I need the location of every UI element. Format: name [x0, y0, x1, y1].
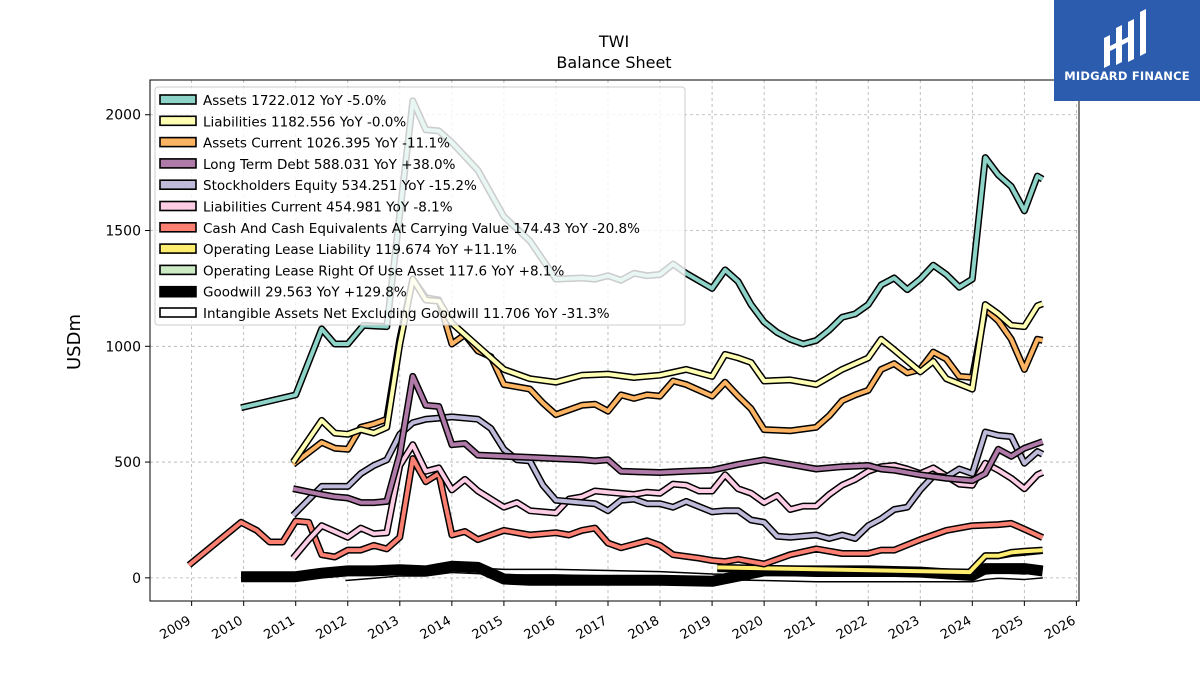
x-tick-label: 2016 — [522, 613, 558, 643]
x-tick-label: 2024 — [938, 613, 974, 643]
legend-swatch — [159, 158, 197, 169]
legend-label: Operating Lease Liability 119.674 YoY +1… — [203, 242, 517, 258]
legend-entry: Liabilities Current 454.981 YoY -8.1% — [159, 200, 453, 216]
legend-swatch — [159, 94, 197, 105]
legend-entry: Assets 1722.012 YoY -5.0% — [159, 93, 387, 109]
y-tick-label: 1000 — [105, 339, 141, 355]
legend-entry: Goodwill 29.563 YoY +129.8% — [159, 285, 407, 301]
legend-swatch — [159, 222, 197, 233]
midgard-finance-logo: MIDGARD FINANCE — [1054, 0, 1200, 101]
x-tick-label: 2011 — [262, 613, 298, 643]
legend-label: Assets 1722.012 YoY -5.0% — [203, 93, 387, 109]
x-axis-ticks: 2009 2010 2011 2012 2013 2014 2015 2016 2017 2018… — [157, 601, 1078, 643]
y-tick-label: 500 — [114, 455, 141, 471]
series-cash-and-cash-equivalents-at-carrying-value — [186, 455, 1045, 568]
legend-swatch — [159, 243, 197, 254]
x-tick-label: 2026 — [1042, 613, 1078, 643]
series-layer — [186, 97, 1045, 587]
legend-entry: Operating Lease Right Of Use Asset 117.6… — [159, 263, 564, 279]
x-tick-label: 2018 — [626, 613, 662, 643]
legend-label: Liabilities Current 454.981 YoY -8.1% — [203, 200, 453, 216]
x-tick-label: 2013 — [366, 613, 402, 643]
series-line — [187, 456, 1044, 567]
x-tick-label: 2022 — [834, 613, 870, 643]
x-tick-label: 2014 — [418, 613, 454, 643]
x-tick-label: 2009 — [157, 613, 193, 643]
legend-swatch — [159, 307, 197, 318]
plot-frame — [149, 79, 1080, 602]
x-tick-label: 2010 — [210, 613, 246, 643]
series-liabilities — [290, 275, 1044, 465]
chart-title: TWI — [598, 32, 629, 51]
legend-label: Assets Current 1026.395 YoY -11.1% — [203, 136, 450, 152]
y-tick-label: 1500 — [105, 224, 141, 240]
legend-entry: Liabilities 1182.556 YoY -0.0% — [159, 114, 406, 130]
legend-entry: Operating Lease Liability 119.674 YoY +1… — [159, 242, 517, 258]
x-tick-label: 2020 — [730, 613, 766, 643]
series-line — [291, 277, 1044, 464]
y-axis-ticks: 0 500 1000 1500 2000 — [105, 108, 150, 587]
series-operating-lease-liability — [717, 546, 1043, 576]
x-tick-label: 2015 — [470, 613, 506, 643]
x-tick-label: 2023 — [886, 613, 922, 643]
legend-swatch — [159, 285, 197, 298]
legend: Assets 1722.012 YoY -5.0% Liabilities 118… — [154, 86, 686, 326]
series-liabilities-current — [290, 441, 1045, 561]
legend-entry: Intangible Assets Net Excluding Goodwill… — [159, 306, 610, 322]
legend-entry: Stockholders Equity 534.251 YoY -15.2% — [159, 178, 477, 194]
legend-swatch — [159, 179, 197, 190]
y-tick-label: 0 — [132, 571, 141, 587]
legend-label: Intangible Assets Net Excluding Goodwill… — [203, 306, 610, 322]
series-line — [717, 548, 1043, 575]
legend-label: Liabilities 1182.556 YoY -0.0% — [203, 114, 406, 130]
legend-box — [154, 86, 686, 326]
logo-text: MIDGARD FINANCE — [1064, 69, 1190, 83]
series-line — [292, 374, 1044, 505]
x-tick-label: 2021 — [782, 613, 818, 643]
legend-entry: Long Term Debt 588.031 YoY +38.0% — [159, 157, 456, 173]
y-axis-label: USDm — [64, 314, 85, 370]
series-group — [186, 97, 1045, 587]
legend-label: Cash And Cash Equivalents At Carrying Va… — [203, 221, 640, 237]
legend-label: Goodwill 29.563 YoY +129.8% — [203, 285, 407, 301]
series-long-term-debt — [292, 372, 1044, 507]
legend-swatch — [159, 115, 197, 127]
x-tick-label: 2025 — [990, 613, 1026, 643]
x-tick-label: 2012 — [314, 613, 350, 643]
legend-swatch — [159, 264, 197, 276]
legend-items: Assets 1722.012 YoY -5.0% Liabilities 118… — [159, 93, 640, 322]
series-line — [291, 442, 1044, 560]
legend-entry: Cash And Cash Equivalents At Carrying Va… — [159, 221, 640, 237]
y-tick-label: 2000 — [105, 108, 141, 124]
x-tick-label: 2019 — [678, 613, 714, 643]
x-tick-label: 2017 — [574, 613, 610, 643]
legend-entry: Assets Current 1026.395 YoY -11.1% — [159, 136, 450, 152]
chart-subtitle: Balance Sheet — [556, 53, 671, 72]
legend-label: Operating Lease Right Of Use Asset 117.6… — [203, 263, 564, 279]
legend-swatch — [159, 136, 197, 148]
logo-mark-icon — [1104, 9, 1146, 68]
legend-label: Stockholders Equity 534.251 YoY -15.2% — [203, 178, 477, 194]
legend-label: Long Term Debt 588.031 YoY +38.0% — [203, 157, 456, 173]
legend-swatch — [159, 200, 197, 212]
